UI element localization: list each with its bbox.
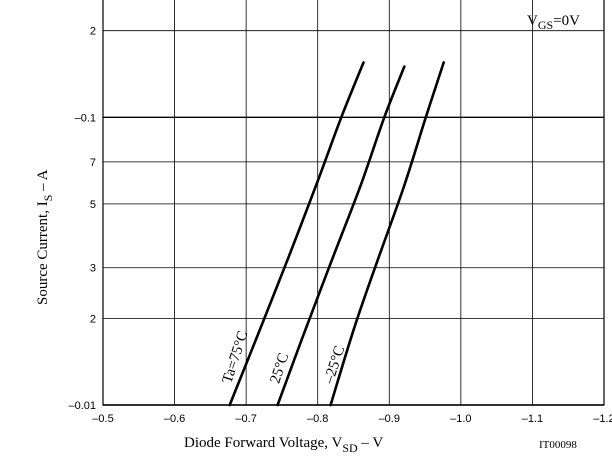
series-line-1 [276, 65, 406, 407]
y-tick-label: –0.01 [68, 400, 96, 412]
x-tick-labels: –0.5 –0.6 –0.7 –0.8 –0.9 –1.0 –1.1 –1.2 [92, 413, 612, 425]
figure-code: IT00098 [539, 439, 577, 451]
y-tick-label: 2 [90, 26, 96, 38]
curve-labels: Ta=75°C 25°C –25°C [220, 329, 349, 386]
y-axis-label-sub: S [41, 195, 55, 202]
y-axis-label-unit: – A [35, 169, 51, 194]
series-line-2 [329, 61, 445, 407]
y-tick-label: 5 [90, 199, 96, 211]
x-tick-label: –0.6 [164, 413, 185, 425]
series-line-0 [228, 61, 365, 407]
x-tick-label: –0.7 [235, 413, 256, 425]
y-axis-label-main: Source Current, I [35, 201, 51, 305]
condition-main: V [527, 13, 538, 29]
y-tick-label: 2 [90, 313, 96, 325]
curve-label-0: Ta=75°C [220, 329, 252, 386]
x-tick-label: –1.0 [450, 413, 471, 425]
x-axis-label-unit: – V [358, 435, 384, 451]
condition-sub: GS [538, 18, 553, 32]
condition-rest: =0V [553, 13, 580, 29]
series-group [228, 61, 445, 407]
y-tick-label: –0.1 [75, 112, 96, 124]
y-axis-label: Source Current, IS – A [35, 169, 55, 305]
x-tick-label: –1.2 [593, 413, 612, 425]
x-tick-label: –0.5 [92, 413, 113, 425]
grid [102, 0, 605, 406]
y-tick-label: 7 [90, 157, 96, 169]
x-tick-label: –1.1 [522, 413, 543, 425]
x-tick-label: –0.8 [307, 413, 328, 425]
curve-label-1: 25°C [267, 351, 292, 385]
x-axis-label-sub: SD [342, 441, 358, 455]
curve-label-2: –25°C [321, 344, 348, 387]
x-axis-label: Diode Forward Voltage, VSD – V [184, 435, 383, 455]
x-tick-label: –0.9 [379, 413, 400, 425]
y-tick-label: 3 [90, 263, 96, 275]
x-axis-label-main: Diode Forward Voltage, V [184, 435, 342, 451]
condition-label: VGS=0V [527, 13, 580, 32]
